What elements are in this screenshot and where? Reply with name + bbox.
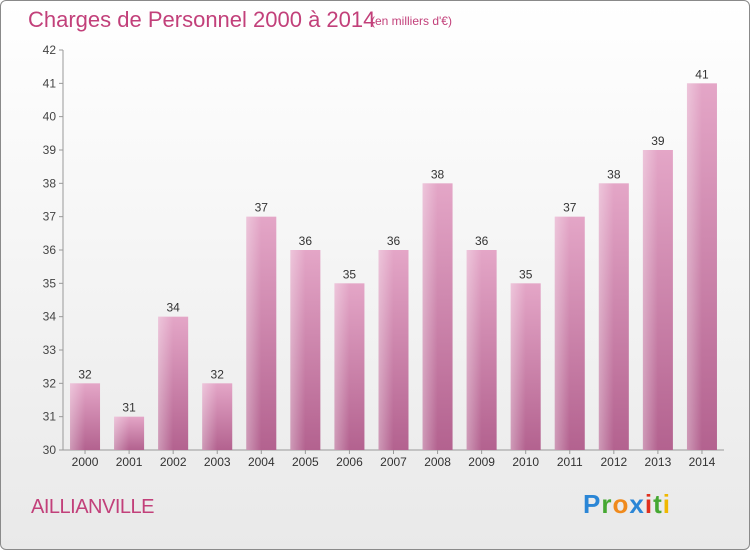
x-tick-label: 2007 [380,455,407,469]
bar-value-label: 31 [122,401,136,415]
bar-highlight [686,83,717,450]
bar-highlight [290,250,321,450]
bar-highlight [158,316,189,450]
y-tick-label: 36 [43,243,57,257]
bar-highlight [642,150,673,450]
logo-letter: i [644,489,654,519]
y-tick-label: 35 [43,276,57,290]
y-tick-label: 32 [43,376,57,390]
x-tick-label: 2010 [512,455,539,469]
bar-value-label: 32 [78,367,92,381]
y-tick-label: 42 [43,43,57,57]
bar-value-label: 35 [519,267,533,281]
x-tick-label: 2013 [645,455,672,469]
bar-value-label: 36 [475,234,489,248]
bar-highlight [554,216,585,450]
chart-title: Charges de Personnel 2000 à 2014 [28,7,376,32]
logo-letter: r [601,489,613,519]
x-tick-label: 2009 [468,455,495,469]
bar-highlight [70,383,101,450]
bar-value-label: 36 [299,234,313,248]
x-tick-label: 2001 [116,455,143,469]
y-tick-label: 40 [43,110,57,124]
bar-highlight [378,250,409,450]
bar-highlight [510,283,541,450]
x-tick-label: 2012 [600,455,627,469]
x-tick-label: 2014 [689,455,716,469]
bar-value-label: 39 [651,134,665,148]
chart-subtitle: (en milliers d'€) [371,14,452,28]
x-tick-label: 2006 [336,455,363,469]
x-tick-label: 2002 [160,455,187,469]
x-tick-label: 2000 [72,455,99,469]
proxiti-logo: Proxiti [583,489,671,520]
bar-highlight [246,216,277,450]
y-tick-label: 31 [43,410,57,424]
y-tick-label: 33 [43,343,57,357]
y-tick-label: 41 [43,76,57,90]
x-tick-label: 2004 [248,455,275,469]
y-tick-label: 30 [43,443,57,457]
bar-highlight [466,250,497,450]
logo-letter: P [583,489,602,519]
logo-letter: o [612,489,630,519]
bar-value-label: 34 [166,301,180,315]
bar-value-label: 37 [563,201,577,215]
bar-highlight [598,183,629,451]
bar-value-label: 41 [695,67,709,81]
x-tick-label: 2003 [204,455,231,469]
x-tick-label: 2008 [424,455,451,469]
x-tick-label: 2005 [292,455,319,469]
bar-value-label: 32 [211,367,225,381]
y-tick-label: 39 [43,143,57,157]
logo-letter: i [662,489,671,519]
bar-highlight [334,283,365,450]
bar-value-label: 36 [387,234,401,248]
y-tick-label: 37 [43,210,57,224]
commune-name: AILLIANVILLE [31,496,154,518]
y-tick-label: 38 [43,176,57,190]
bar-value-label: 35 [343,267,357,281]
bar-value-label: 37 [255,201,269,215]
x-tick-label: 2011 [557,455,583,469]
bar-highlight [114,416,145,450]
logo-letter: t [653,489,663,519]
bar-value-label: 38 [431,167,445,181]
logo-letter: x [629,489,645,519]
bar-highlight [422,183,453,451]
bar-value-label: 38 [607,167,621,181]
y-tick-label: 34 [43,310,57,324]
bar-highlight [202,383,233,450]
